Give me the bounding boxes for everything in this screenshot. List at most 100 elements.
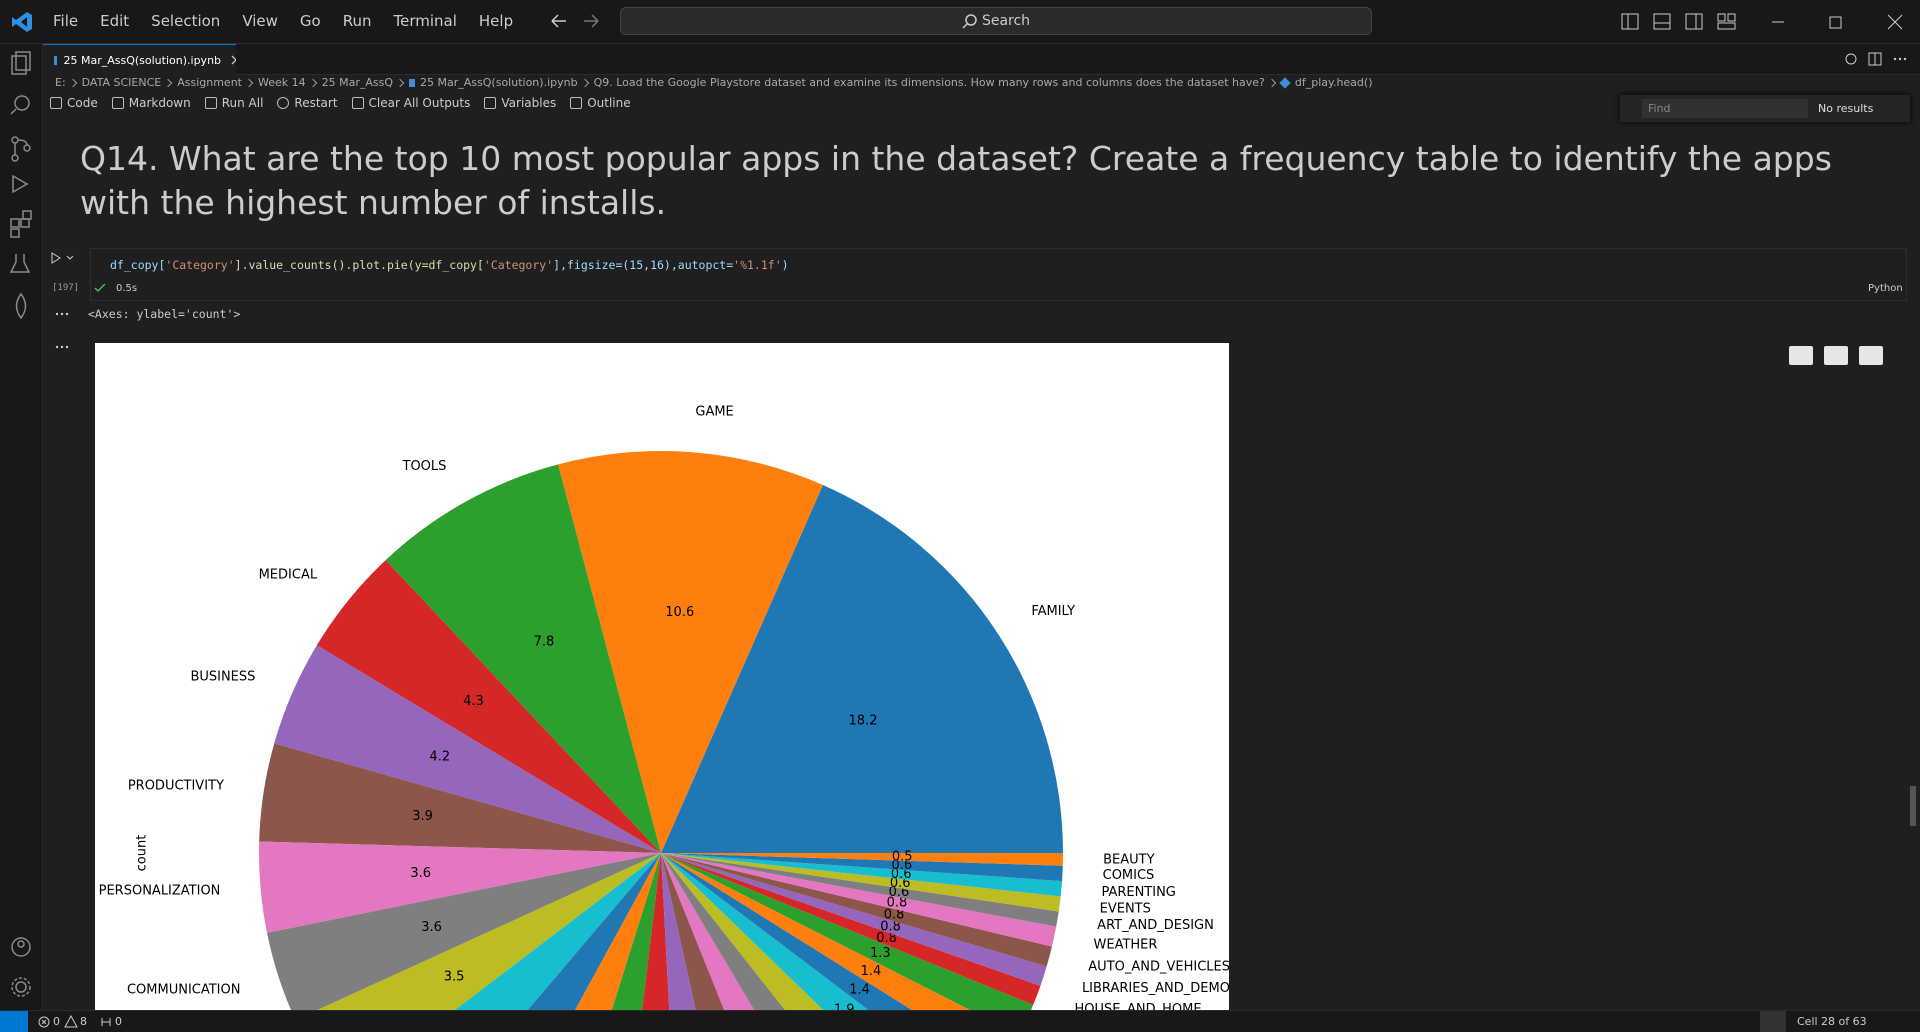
toolbar-button[interactable]: Run All [204,96,263,110]
pie-slice [661,853,1047,986]
toolbar-button[interactable]: Code [50,96,98,110]
pie-slice [661,853,1034,1010]
pie-slice [661,853,696,1010]
slice-percent: 0.5 [892,849,913,864]
menu-item[interactable]: Edit [100,12,130,30]
error-count[interactable]: 0 [53,1015,60,1028]
search-label: Search [981,13,1031,29]
warning-count[interactable]: 8 [80,1015,87,1028]
remote-indicator[interactable] [0,1011,28,1032]
pie-slice [527,853,661,1010]
breadcrumb[interactable]: 25 Mar_AssQ(solution).ipynb [420,76,578,89]
menu-item[interactable]: Selection [151,12,221,30]
pie-slice [661,853,869,1010]
slice-label: LIBRARIES_AND_DEMO [1082,981,1229,996]
breadcrumb[interactable]: 25 Mar_AssQ [321,76,394,89]
editor-tab[interactable]: 25 Mar_AssQ(solution).ipynb [43,44,236,75]
slice-label: AUTO_AND_VEHICLES [1088,959,1229,974]
menu-item[interactable]: Run [342,12,372,30]
pie-slice [661,853,1052,967]
toolbar-button[interactable]: Outline [570,96,631,110]
cell-language[interactable]: Python [1868,283,1903,294]
pie-slice [558,451,823,853]
slice-label: FAMILY [1031,604,1075,619]
toolbar-button[interactable]: Clear All Outputs [351,96,470,110]
output-actions[interactable] [1788,345,1888,367]
pie-slice [661,853,1061,912]
code-cell [90,248,1907,301]
output-menu[interactable] [55,310,69,350]
slice-percent: 1.4 [849,982,870,997]
breadcrumb[interactable]: Assignment [177,76,242,89]
execution-count: [197] [52,283,80,293]
activity-bar [0,44,43,1010]
slice-percent: 0.6 [889,885,910,900]
tab-label: 25 Mar_AssQ(solution).ipynb [63,53,222,67]
file-icon [54,55,58,65]
pie-slice [661,853,1059,927]
run-cell-button[interactable] [50,251,80,265]
window-controls [1621,13,1903,30]
toolbar-button[interactable]: Restart [277,96,338,110]
slice-percent: 0.8 [884,908,905,923]
menu-item[interactable]: Terminal [393,12,457,30]
pie-slice [661,853,755,1010]
slice-label: WEATHER [1094,938,1158,953]
slice-label: HOUSE_AND_HOME [1075,1002,1202,1010]
search-icon [962,14,977,29]
slice-percent: 10.6 [665,605,694,620]
code-token: 'Category' [483,258,554,272]
markdown-heading: Q14. What are the top 10 most popular ap… [80,139,1832,222]
slice-percent: 3.6 [410,866,431,881]
breadcrumb[interactable]: E: [55,76,66,89]
find-status: No results [1818,102,1874,115]
pie-slice [454,853,661,1010]
cell-position[interactable]: Cell 28 of 63 [1797,1015,1867,1028]
tab-close[interactable] [231,55,236,65]
find-widget: Find No results [1620,95,1910,122]
pie-slice [385,464,661,853]
pie-slice [575,853,661,1010]
pie-slice [661,853,1063,897]
menu-item[interactable]: View [242,12,278,30]
scrollbar-thumb[interactable] [1910,786,1916,826]
slice-percent: 0.8 [887,896,908,911]
slice-percent: 3.6 [421,920,442,935]
ports-icon [101,1017,111,1026]
search-box[interactable]: Search [620,7,1372,35]
zoom-indicator[interactable] [1760,1011,1786,1032]
slice-label: TOOLS [402,459,447,474]
pie-slice [661,853,1063,866]
breadcrumb[interactable]: DATA SCIENCE [81,76,162,89]
breadcrumb[interactable]: Q9. Load the Google Playstore dataset an… [593,76,1265,89]
toolbar-button[interactable]: Markdown [111,96,191,110]
toolbar-button[interactable]: Variables [484,96,556,110]
slice-percent: 3.5 [444,970,465,985]
title-bar: File Edit Selection View Go Run Terminal… [0,0,1920,44]
menu-item[interactable]: Help [478,12,514,30]
status-bar: 0 8 0 Cell 28 of 63 [0,1010,1920,1032]
pie-slice [661,853,1041,1005]
code-token: ],figsize=(15,16),autopct= [553,258,734,272]
output-text: <Axes: ylabel='count'> [88,307,241,321]
pie-slice [259,841,661,933]
slice-label: MEDICAL [259,568,318,583]
code-token: 'Category' [165,258,235,272]
nav-arrows[interactable] [550,12,600,30]
pie-slice [267,853,661,1010]
slice-label: COMMUNICATION [127,982,241,997]
find-input[interactable]: Find [1642,99,1808,118]
breadcrumb[interactable]: Week 14 [257,76,306,89]
success-check [94,283,106,292]
pie-slice [661,853,725,1010]
slice-percent: 1.4 [861,964,882,979]
slice-label: PRODUCTIVITY [128,778,224,793]
ports-count[interactable]: 0 [115,1015,122,1028]
menu-item[interactable]: Go [299,12,321,30]
editor-actions[interactable] [1843,51,1913,67]
breadcrumb[interactable]: df_play.head() [1294,76,1373,89]
activity-icons[interactable] [0,44,42,1010]
menu-item[interactable]: File [53,12,79,30]
slice-percent: 0.6 [891,867,912,882]
